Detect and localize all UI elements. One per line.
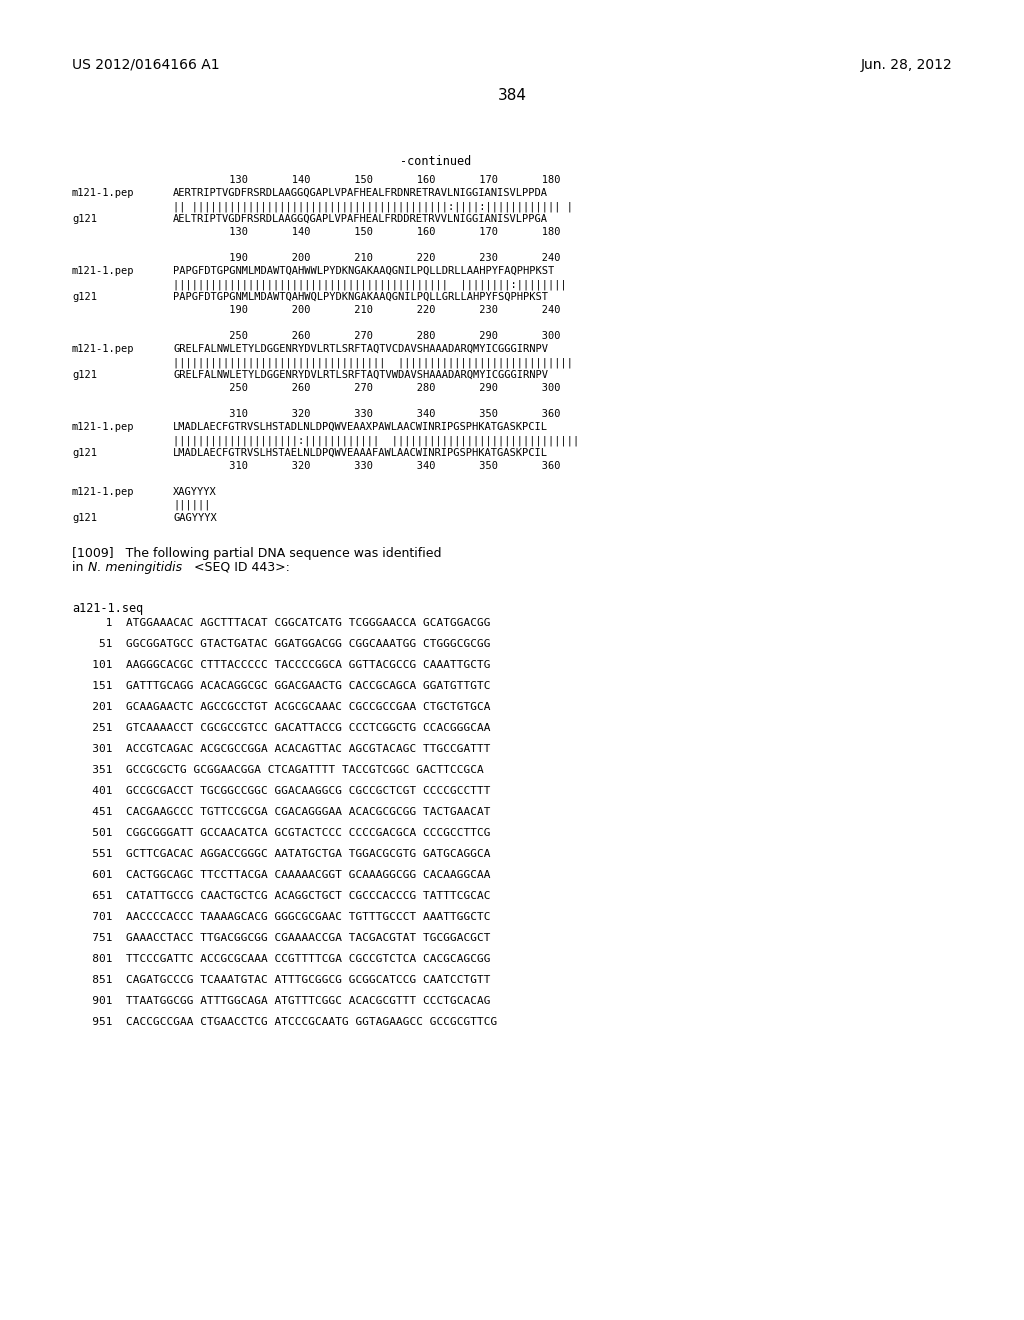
Text: GRELFALNWLETYLDGGENRYDVLRTLSRFTAQTVCDAVSHAAADARQMYICGGGIRNPV: GRELFALNWLETYLDGGENRYDVLRTLSRFTAQTVCDAVS… [173, 345, 548, 354]
Text: 310       320       330       340       350       360: 310 320 330 340 350 360 [173, 409, 560, 418]
Text: Jun. 28, 2012: Jun. 28, 2012 [860, 58, 952, 73]
Text: 301  ACCGTCAGAC ACGCGCCGGA ACACAGTTAC AGCGTACAGC TTGCCGATTT: 301 ACCGTCAGAC ACGCGCCGGA ACACAGTTAC AGC… [72, 744, 490, 754]
Text: 190       200       210       220       230       240: 190 200 210 220 230 240 [173, 253, 560, 263]
Text: 901  TTAATGGCGG ATTTGGCAGA ATGTTTCGGC ACACGCGTTT CCCTGCACAG: 901 TTAATGGCGG ATTTGGCAGA ATGTTTCGGC ACA… [72, 997, 490, 1006]
Text: XAGYYYX: XAGYYYX [173, 487, 217, 498]
Text: AELTRIPTVGDFRSRDLAAGGQGAPLVPAFHEALFRDDRETRVVLNIGGIANISVLPPGA: AELTRIPTVGDFRSRDLAAGGQGAPLVPAFHEALFRDDRE… [173, 214, 548, 224]
Text: LMADLAECFGTRVSLHSTAELNLDPQWVEAAAFAWLAACWINRIPGSPHKATGASKPCIL: LMADLAECFGTRVSLHSTAELNLDPQWVEAAAFAWLAACW… [173, 447, 548, 458]
Text: 201  GCAAGAACTC AGCCGCCTGT ACGCGCAAAC CGCCGCCGAA CTGCTGTGCA: 201 GCAAGAACTC AGCCGCCTGT ACGCGCAAAC CGC… [72, 702, 490, 711]
Text: 851  CAGATGCCCG TCAAATGTAC ATTTGCGGCG GCGGCATCCG CAATCCTGTT: 851 CAGATGCCCG TCAAATGTAC ATTTGCGGCG GCG… [72, 975, 490, 985]
Text: ||||||||||||||||||||||||||||||||||||||||||||  ||||||||:||||||||: ||||||||||||||||||||||||||||||||||||||||… [173, 279, 566, 289]
Text: g121: g121 [72, 370, 97, 380]
Text: 651  CATATTGCCG CAACTGCTCG ACAGGCTGCT CGCCCACCCG TATTTCGCAC: 651 CATATTGCCG CAACTGCTCG ACAGGCTGCT CGC… [72, 891, 490, 902]
Text: LMADLAECFGTRVSLHSTADLNLDPQWVEAAXPAWLAACWINRIPGSPHKATGASKPCIL: LMADLAECFGTRVSLHSTADLNLDPQWVEAAXPAWLAACW… [173, 422, 548, 432]
Text: 51  GGCGGATGCC GTACTGATAC GGATGGACGG CGGCAAATGG CTGGGCGCGG: 51 GGCGGATGCC GTACTGATAC GGATGGACGG CGGC… [72, 639, 490, 649]
Text: [1009]   The following partial DNA sequence was identified: [1009] The following partial DNA sequenc… [72, 546, 441, 560]
Text: 384: 384 [498, 88, 526, 103]
Text: GRELFALNWLETYLDGGENRYDVLRTLSRFTAQTVWDAVSHAAADARQMYICGGGIRNPV: GRELFALNWLETYLDGGENRYDVLRTLSRFTAQTVWDAVS… [173, 370, 548, 380]
Text: PAPGFDTGPGNMLMDAWTQAHWWLPYDKNGAKAAQGNILPQLLDRLLAAHPYFAQPHPKST: PAPGFDTGPGNMLMDAWTQAHWWLPYDKNGAKAAQGNILP… [173, 267, 554, 276]
Text: || |||||||||||||||||||||||||||||||||||||||||:||||:|||||||||||| |: || |||||||||||||||||||||||||||||||||||||… [173, 201, 573, 211]
Text: in: in [72, 561, 87, 574]
Text: 250       260       270       280       290       300: 250 260 270 280 290 300 [173, 331, 560, 341]
Text: ||||||: |||||| [173, 500, 211, 511]
Text: AERTRIPTVGDFRSRDLAAGGQGAPLVPAFHEALFRDNRETRAVLNIGGIANISVLPPDA: AERTRIPTVGDFRSRDLAAGGQGAPLVPAFHEALFRDNRE… [173, 187, 548, 198]
Text: PAPGFDTGPGNMLMDAWTQAHWQLPYDKNGAKAAQGNILPQLLGRLLAHPYFSQPHPKST: PAPGFDTGPGNMLMDAWTQAHWQLPYDKNGAKAAQGNILP… [173, 292, 548, 302]
Text: g121: g121 [72, 292, 97, 302]
Text: ||||||||||||||||||||:||||||||||||  ||||||||||||||||||||||||||||||: ||||||||||||||||||||:|||||||||||| ||||||… [173, 436, 580, 446]
Text: 130       140       150       160       170       180: 130 140 150 160 170 180 [173, 176, 560, 185]
Text: m121-1.pep: m121-1.pep [72, 422, 134, 432]
Text: GAGYYYX: GAGYYYX [173, 513, 217, 523]
Text: m121-1.pep: m121-1.pep [72, 487, 134, 498]
Text: 401  GCCGCGACCT TGCGGCCGGC GGACAAGGCG CGCCGCTCGT CCCCGCCTTT: 401 GCCGCGACCT TGCGGCCGGC GGACAAGGCG CGC… [72, 785, 490, 796]
Text: 951  CACCGCCGAA CTGAACCTCG ATCCCGCAATG GGTAGAAGCC GCCGCGTTCG: 951 CACCGCCGAA CTGAACCTCG ATCCCGCAATG GG… [72, 1016, 498, 1027]
Text: 250       260       270       280       290       300: 250 260 270 280 290 300 [173, 383, 560, 393]
Text: 151  GATTTGCAGG ACACAGGCGC GGACGAACTG CACCGCAGCA GGATGTTGTC: 151 GATTTGCAGG ACACAGGCGC GGACGAACTG CAC… [72, 681, 490, 690]
Text: 251  GTCAAAACCT CGCGCCGTCC GACATTACCG CCCTCGGCTG CCACGGGCAA: 251 GTCAAAACCT CGCGCCGTCC GACATTACCG CCC… [72, 723, 490, 733]
Text: m121-1.pep: m121-1.pep [72, 187, 134, 198]
Text: ||||||||||||||||||||||||||||||||||  ||||||||||||||||||||||||||||: |||||||||||||||||||||||||||||||||| |||||… [173, 356, 573, 367]
Text: -continued: -continued [400, 154, 471, 168]
Text: 701  AACCCCACCC TAAAAGCACG GGGCGCGAAC TGTTTGCCCT AAATTGGCTC: 701 AACCCCACCC TAAAAGCACG GGGCGCGAAC TGT… [72, 912, 490, 921]
Text: g121: g121 [72, 214, 97, 224]
Text: 1  ATGGAAACAC AGCTTTACAT CGGCATCATG TCGGGAACCA GCATGGACGG: 1 ATGGAAACAC AGCTTTACAT CGGCATCATG TCGGG… [72, 618, 490, 628]
Text: 101  AAGGGCACGC CTTTACCCCC TACCCCGGCA GGTTACGCCG CAAATTGCTG: 101 AAGGGCACGC CTTTACCCCC TACCCCGGCA GGT… [72, 660, 490, 671]
Text: 451  CACGAAGCCC TGTTCCGCGA CGACAGGGAA ACACGCGCGG TACTGAACAT: 451 CACGAAGCCC TGTTCCGCGA CGACAGGGAA ACA… [72, 807, 490, 817]
Text: m121-1.pep: m121-1.pep [72, 267, 134, 276]
Text: 751  GAAACCTACC TTGACGGCGG CGAAAACCGA TACGACGTAT TGCGGACGCT: 751 GAAACCTACC TTGACGGCGG CGAAAACCGA TAC… [72, 933, 490, 942]
Text: <SEQ ID 443>:: <SEQ ID 443>: [190, 561, 290, 574]
Text: 310       320       330       340       350       360: 310 320 330 340 350 360 [173, 461, 560, 471]
Text: US 2012/0164166 A1: US 2012/0164166 A1 [72, 58, 219, 73]
Text: N. meningitidis: N. meningitidis [88, 561, 182, 574]
Text: 190       200       210       220       230       240: 190 200 210 220 230 240 [173, 305, 560, 315]
Text: 551  GCTTCGACAC AGGACCGGGC AATATGCTGA TGGACGCGTG GATGCAGGCA: 551 GCTTCGACAC AGGACCGGGC AATATGCTGA TGG… [72, 849, 490, 859]
Text: g121: g121 [72, 447, 97, 458]
Text: 130       140       150       160       170       180: 130 140 150 160 170 180 [173, 227, 560, 238]
Text: 501  CGGCGGGATT GCCAACATCA GCGTACTCCC CCCCGACGCA CCCGCCTTCG: 501 CGGCGGGATT GCCAACATCA GCGTACTCCC CCC… [72, 828, 490, 838]
Text: m121-1.pep: m121-1.pep [72, 345, 134, 354]
Text: 601  CACTGGCAGC TTCCTTACGA CAAAAACGGT GCAAAGGCGG CACAAGGCAA: 601 CACTGGCAGC TTCCTTACGA CAAAAACGGT GCA… [72, 870, 490, 880]
Text: 351  GCCGCGCTG GCGGAACGGA CTCAGATTTT TACCGTCGGC GACTTCCGCA: 351 GCCGCGCTG GCGGAACGGA CTCAGATTTT TACC… [72, 766, 483, 775]
Text: 801  TTCCCGATTC ACCGCGCAAA CCGTTTTCGA CGCCGTCTCA CACGCAGCGG: 801 TTCCCGATTC ACCGCGCAAA CCGTTTTCGA CGC… [72, 954, 490, 964]
Text: a121-1.seq: a121-1.seq [72, 602, 143, 615]
Text: g121: g121 [72, 513, 97, 523]
